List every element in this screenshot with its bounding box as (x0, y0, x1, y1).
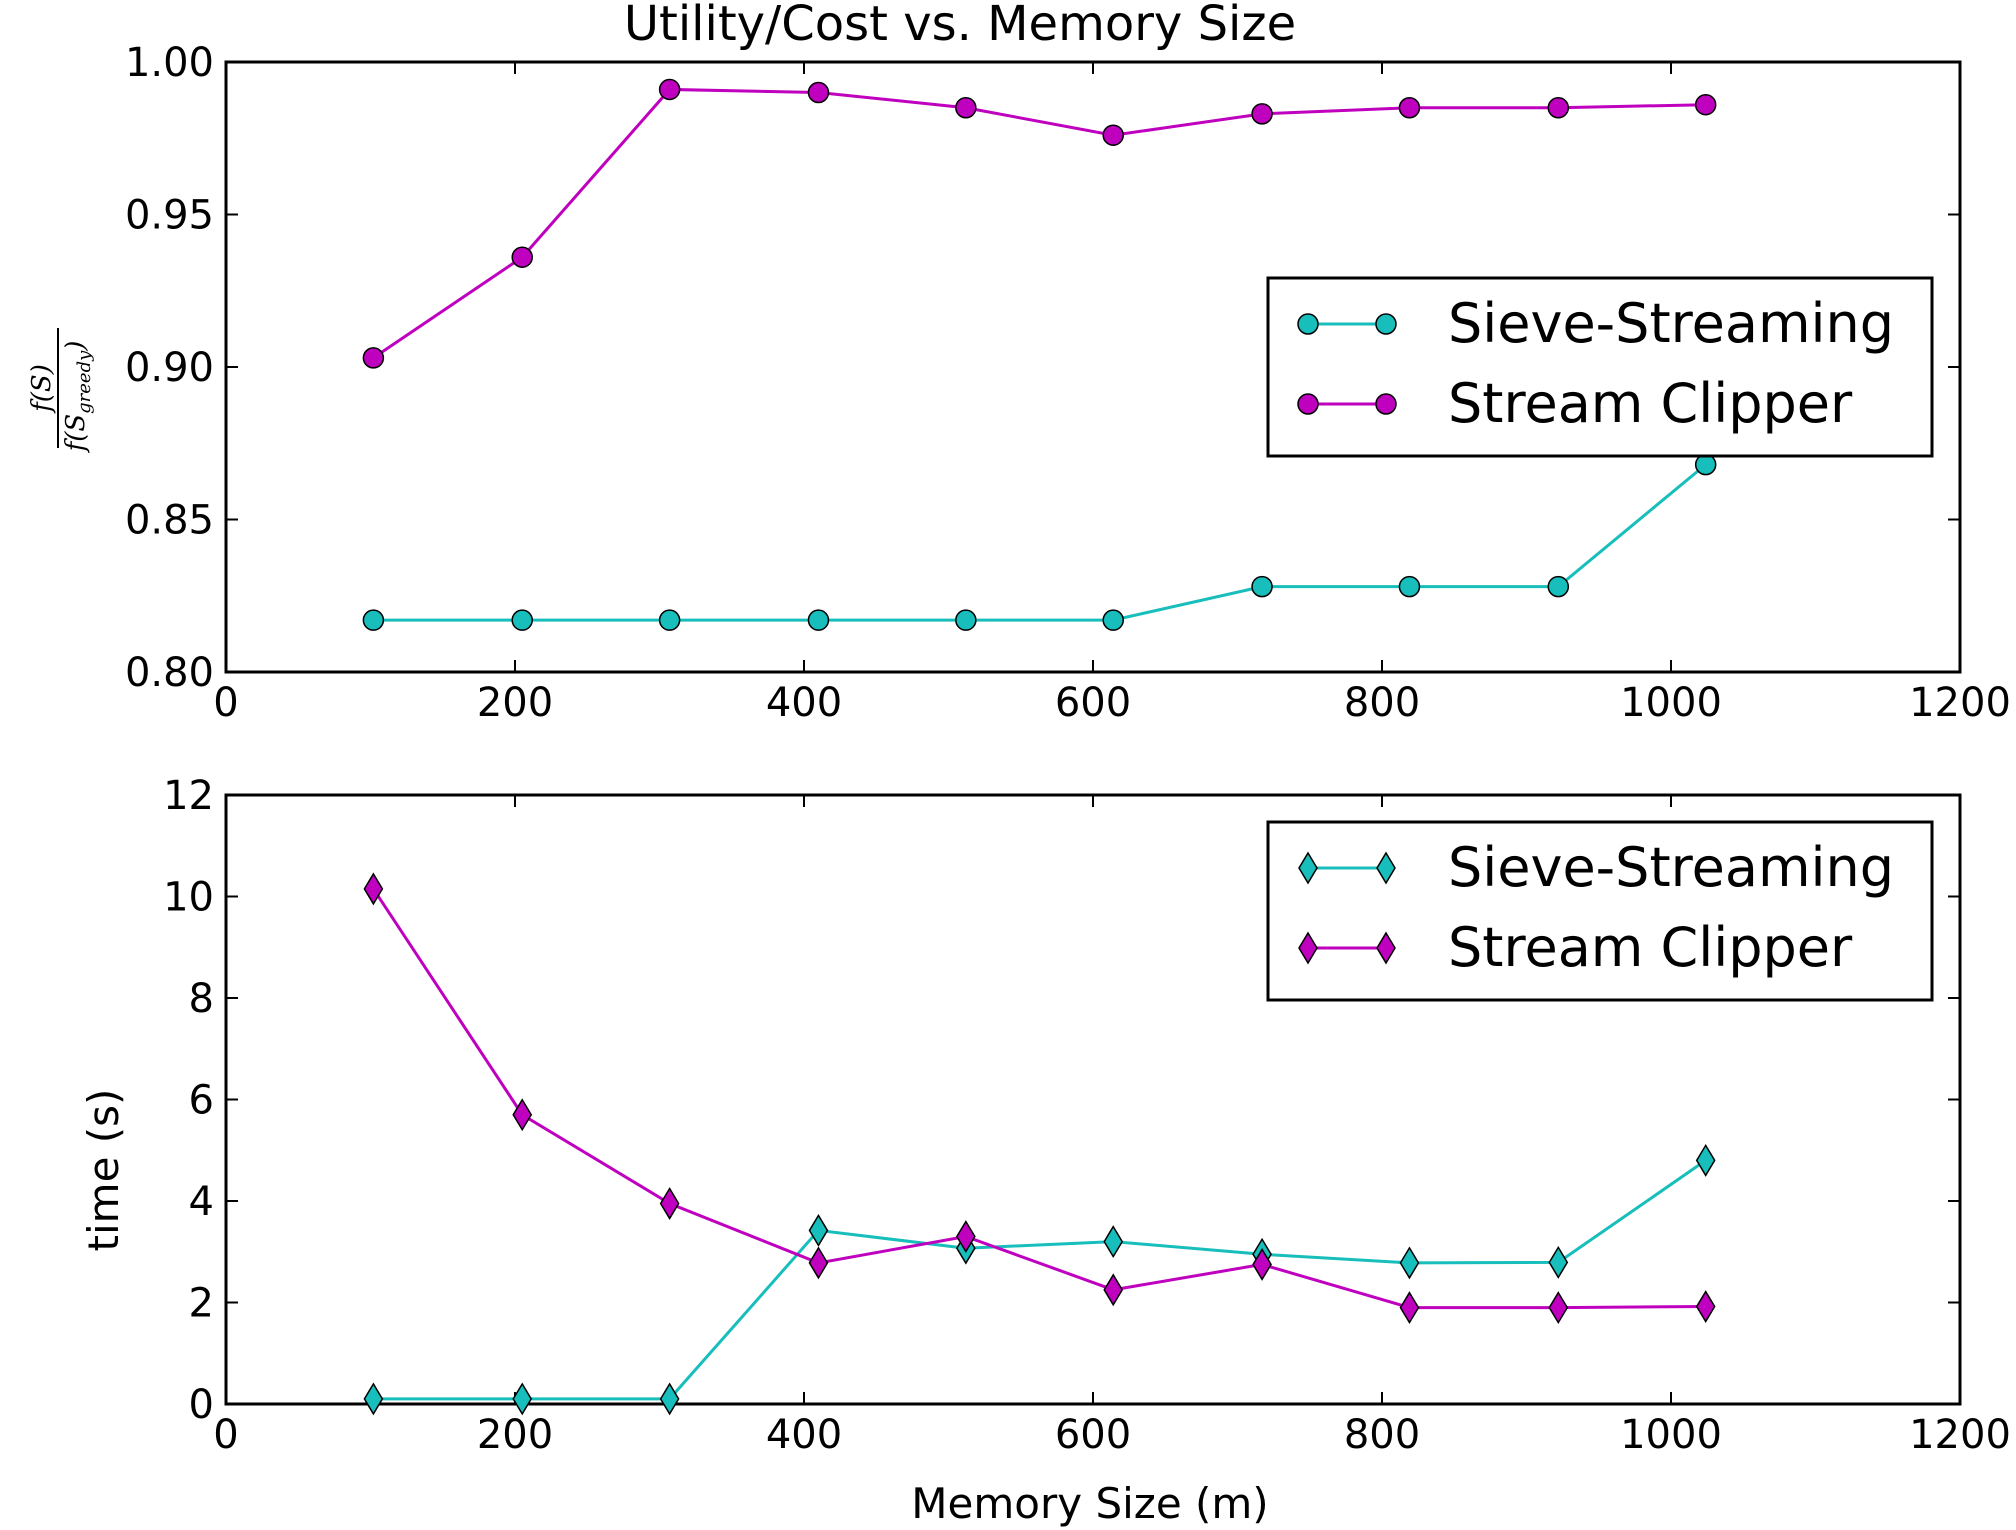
series-sieve-streaming (362, 453, 1717, 631)
data-point (1548, 1291, 1569, 1325)
data-point (1102, 609, 1124, 631)
y-tick-label: 0.95 (125, 193, 214, 239)
data-point (512, 1382, 533, 1416)
x-tick-label: 600 (1055, 680, 1131, 726)
x-tick-label: 800 (1344, 1412, 1420, 1458)
y-tick-label: 10 (163, 875, 214, 921)
y-tick-label: 8 (189, 976, 214, 1022)
legend-label: Stream Clipper (1448, 372, 1853, 435)
data-point (511, 246, 533, 268)
data-point (808, 1213, 829, 1247)
x-tick-label: 1000 (1620, 680, 1722, 726)
data-point (1398, 575, 1421, 598)
data-point (363, 872, 384, 906)
legend-marker (1297, 313, 1319, 335)
series-stream-clipper (362, 78, 1717, 369)
legend-marker (1298, 931, 1318, 965)
data-point (955, 1220, 976, 1253)
bottom-x-axis-label: Memory Size (m) (911, 1479, 1268, 1528)
data-point (955, 97, 977, 119)
data-point (1103, 1225, 1124, 1259)
data-point (807, 81, 830, 104)
y-tick-label: 1.00 (125, 40, 214, 86)
data-point (1102, 124, 1124, 146)
data-point (1694, 93, 1717, 116)
data-point (363, 1382, 384, 1416)
chart-title: Utility/Cost vs. Memory Size (624, 0, 1296, 52)
data-point (1251, 103, 1273, 125)
data-point (659, 1187, 680, 1220)
x-tick-label: 0 (213, 1412, 238, 1458)
data-point (1547, 575, 1570, 598)
data-point (1694, 453, 1717, 476)
y-tick-label: 0.80 (125, 650, 214, 696)
legend-marker (1376, 851, 1396, 885)
legend-label: Sieve-Streaming (1448, 836, 1894, 899)
data-point (808, 1246, 829, 1280)
data-point (1398, 97, 1421, 119)
data-point (1547, 97, 1570, 119)
x-tick-label: 1200 (1909, 1412, 2011, 1458)
x-tick-label: 200 (477, 1412, 553, 1458)
legend-marker (1375, 313, 1397, 335)
legend: Sieve-Streaming Stream Clipper (1266, 820, 1934, 1002)
legend-marker (1375, 393, 1397, 415)
data-point (807, 609, 830, 631)
x-tick-label: 400 (766, 680, 842, 726)
top-y-axis-label: f(S) f(Sgreedy) (27, 328, 95, 453)
y-tick-label: 6 (189, 1078, 214, 1124)
series-line (372, 87, 1706, 360)
y-label-numerator: f(S) (27, 364, 57, 414)
x-tick-label: 200 (477, 680, 553, 726)
data-point (1695, 1143, 1716, 1177)
data-point (1695, 1290, 1716, 1324)
data-point (362, 609, 385, 631)
bottom-y-axis-label: time (s) (79, 1089, 128, 1252)
x-tick-label: 1200 (1909, 680, 2011, 726)
legend-box (1266, 276, 1934, 458)
data-point (658, 609, 681, 631)
series-stream-clipper (363, 872, 1716, 1325)
x-tick-label: 600 (1055, 1412, 1131, 1458)
y-tick-label: 0.85 (125, 498, 214, 544)
legend-label: Stream Clipper (1448, 916, 1853, 979)
top-plot: 0 200 400 600 800 1000 1200 0.80 0.85 0.90 0.95 1.0… (125, 40, 2011, 726)
series-line (373, 463, 1707, 622)
x-tick-label: 0 (213, 680, 238, 726)
data-point (1548, 1245, 1569, 1279)
legend-marker (1297, 393, 1319, 415)
series-line (372, 888, 1706, 1310)
series-sieve-streaming (363, 1143, 1716, 1416)
x-tick-label: 800 (1344, 680, 1420, 726)
legend-box (1266, 820, 1934, 1002)
data-point (1399, 1246, 1420, 1280)
data-point (658, 78, 681, 101)
bottom-plot: 0 200 400 600 800 1000 1200 0 2 4 6 8 10 12 Sieve-Stre… (163, 773, 2011, 1458)
y-tick-label: 4 (189, 1179, 214, 1225)
data-point (512, 1098, 533, 1132)
x-tick-label: 400 (766, 1412, 842, 1458)
y-tick-label: 0 (189, 1382, 214, 1428)
data-point (511, 609, 533, 631)
y-tick-label: 12 (163, 773, 214, 819)
data-point (362, 347, 385, 369)
data-point (955, 609, 977, 631)
x-tick-label: 1000 (1620, 1412, 1722, 1458)
y-tick-label: 0.90 (125, 345, 214, 391)
data-point (1103, 1273, 1124, 1307)
data-point (1252, 1247, 1272, 1281)
legend-label: Sieve-Streaming (1448, 292, 1894, 355)
data-point (659, 1382, 680, 1416)
data-point (1251, 575, 1273, 598)
series-line (373, 1159, 1707, 1401)
legend: Sieve-Streaming Stream Clipper (1266, 276, 1934, 458)
legend-marker (1298, 851, 1318, 885)
y-label-denominator: f(Sgreedy) (61, 341, 95, 454)
legend-marker (1376, 931, 1396, 965)
data-point (1399, 1291, 1420, 1325)
y-tick-label: 2 (189, 1281, 214, 1327)
